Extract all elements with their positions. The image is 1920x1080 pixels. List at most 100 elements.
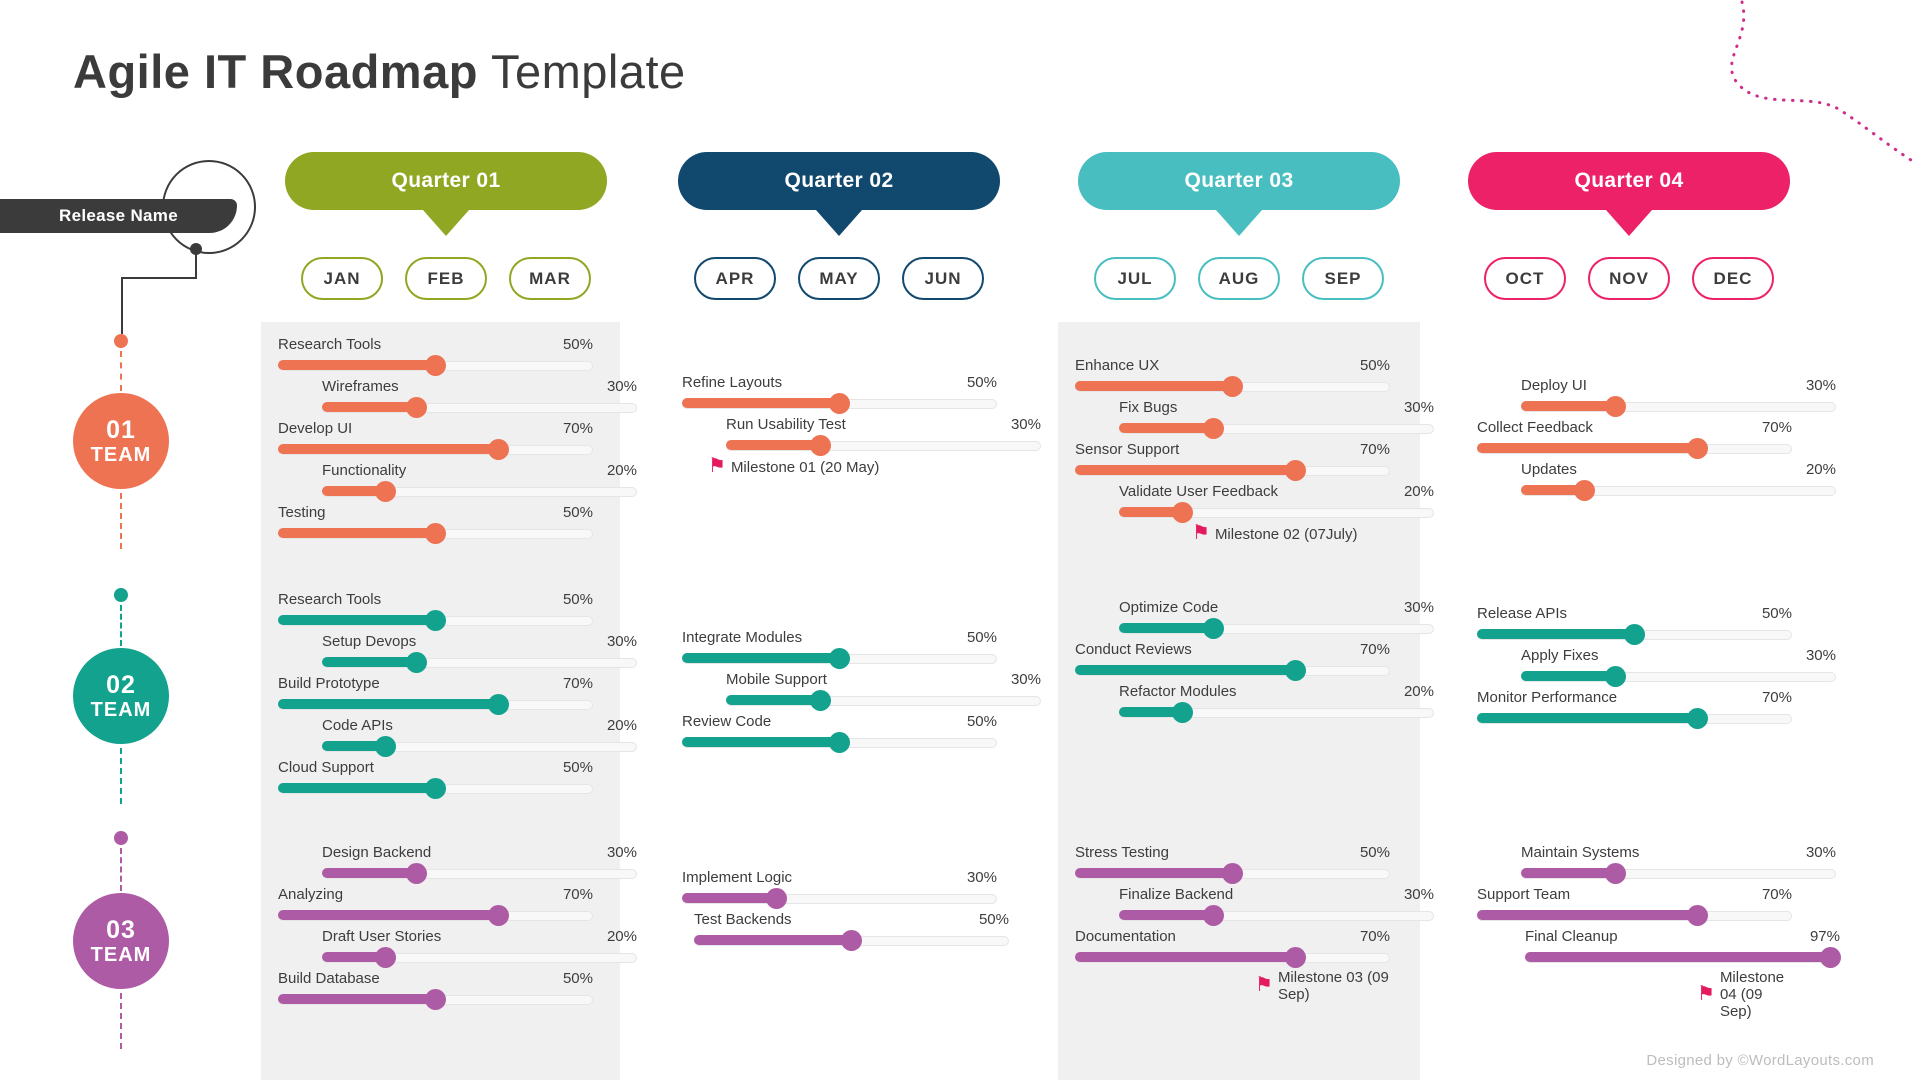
team-dashed-line <box>120 993 122 1049</box>
task-percent: 20% <box>1403 683 1434 700</box>
milestone-flag-icon: ⚑ <box>1697 982 1715 1005</box>
progress-handle-dot <box>1687 905 1708 926</box>
task-header: Maintain Systems 30% <box>1521 843 1836 863</box>
task-label: Documentation <box>1075 928 1176 945</box>
team-word: TEAM <box>90 698 152 721</box>
team-quarter-cell: Implement Logic 30% Test Backends 50% <box>682 868 1009 952</box>
progress-fill <box>278 910 499 920</box>
month-pill-jan: JAN <box>301 257 383 300</box>
progress-handle-dot <box>829 732 850 753</box>
team-circle: 03 TEAM <box>73 893 169 989</box>
task-header: Deploy UI 30% <box>1521 376 1836 396</box>
milestone-flag-icon: ⚑ <box>1255 974 1273 996</box>
month-label: JUN <box>924 268 962 288</box>
task-progress-bar <box>1119 618 1434 639</box>
task-progress-bar <box>1521 666 1836 687</box>
progress-fill <box>1075 465 1296 475</box>
month-label: JUL <box>1117 268 1153 288</box>
task-percent: 97% <box>1809 928 1840 945</box>
task-progress-bar <box>1119 418 1434 439</box>
progress-handle-dot <box>374 481 396 502</box>
task-percent: 30% <box>966 869 997 886</box>
task-header: Build Prototype 70% <box>278 674 593 694</box>
task-percent: 30% <box>1010 671 1041 688</box>
milestone: ⚑ Milestone 02 (07July) <box>1192 523 1390 544</box>
task-row: Collect Feedback 70% <box>1477 418 1792 459</box>
task-percent: 20% <box>1403 483 1434 500</box>
milestone-flag-icon: ⚑ <box>708 455 726 477</box>
progress-fill <box>322 868 417 878</box>
task-header: Apply Fixes 30% <box>1521 646 1836 666</box>
task-header: Release APIs 50% <box>1477 604 1792 624</box>
team-word: TEAM <box>90 443 152 466</box>
month-label: AUG <box>1218 268 1260 288</box>
task-progress-bar <box>1075 660 1390 681</box>
progress-handle-dot <box>1222 863 1243 884</box>
task-label: Collect Feedback <box>1477 419 1593 436</box>
task-label: Sensor Support <box>1075 441 1180 458</box>
task-row: Cloud Support 50% <box>278 758 593 799</box>
progress-handle-dot <box>425 523 446 544</box>
task-progress-bar <box>726 435 1041 456</box>
task-header: Fix Bugs 30% <box>1119 398 1434 418</box>
milestone-label: Milestone 02 (07July) <box>1214 525 1358 543</box>
task-header: Refine Layouts 50% <box>682 373 997 393</box>
task-percent: 30% <box>1403 399 1434 416</box>
task-percent: 50% <box>1359 357 1390 374</box>
task-label: Cloud Support <box>278 759 374 776</box>
progress-fill <box>1119 910 1214 920</box>
task-header: Mobile Support 30% <box>726 670 1041 690</box>
task-row: Design Backend 30% <box>322 843 637 884</box>
task-row: Build Prototype 70% <box>278 674 593 715</box>
quarter-label: Quarter 04 <box>1574 169 1684 192</box>
task-header: Draft User Stories 20% <box>322 927 637 947</box>
task-header: Documentation 70% <box>1075 927 1390 947</box>
month-label: FEB <box>427 268 465 288</box>
quarter-header-pointer <box>816 210 862 236</box>
title-bold: Agile IT Roadmap <box>73 45 478 98</box>
team-quarter-cell: Research Tools 50% Wireframes 30% Develop UI… <box>278 335 637 545</box>
task-header: Research Tools 50% <box>278 590 593 610</box>
task-label: Analyzing <box>278 886 344 903</box>
task-row: Optimize Code 30% <box>1119 598 1434 639</box>
task-progress-bar <box>726 690 1041 711</box>
task-row: Run Usability Test 30% <box>726 415 1041 456</box>
task-percent: 70% <box>1761 689 1792 706</box>
progress-handle-dot <box>374 736 396 757</box>
progress-handle-dot <box>425 989 446 1010</box>
task-row: Build Database 50% <box>278 969 593 1010</box>
task-percent: 70% <box>562 420 593 437</box>
progress-fill <box>1477 629 1635 639</box>
progress-fill <box>682 653 840 663</box>
task-percent: 50% <box>966 629 997 646</box>
task-progress-bar <box>1525 947 1842 968</box>
month-row: JAN FEB MAR <box>285 257 607 300</box>
task-header: Sensor Support 70% <box>1075 440 1390 460</box>
task-progress-bar <box>1477 624 1792 645</box>
progress-fill <box>1521 485 1584 495</box>
task-row: Conduct Reviews 70% <box>1075 640 1390 681</box>
task-progress-bar <box>322 947 637 968</box>
task-percent: 70% <box>1359 441 1390 458</box>
month-label: APR <box>715 268 755 288</box>
task-row: Enhance UX 50% <box>1075 356 1390 397</box>
progress-handle-dot <box>1203 418 1224 439</box>
task-row: Maintain Systems 30% <box>1521 843 1836 884</box>
task-row: Implement Logic 30% <box>682 868 997 909</box>
progress-fill <box>1521 671 1616 681</box>
progress-fill <box>1075 381 1233 391</box>
team-timeline-dot <box>114 588 128 602</box>
task-percent: 20% <box>606 928 637 945</box>
task-row: Research Tools 50% <box>278 590 593 631</box>
progress-handle-dot <box>1203 905 1224 926</box>
task-percent: 30% <box>1805 377 1836 394</box>
task-percent: 30% <box>1805 647 1836 664</box>
milestone: ⚑ Milestone 03 (09 Sep) <box>1255 969 1390 1003</box>
task-row: Code APIs 20% <box>322 716 637 757</box>
task-row: Refine Layouts 50% <box>682 373 997 414</box>
task-row: Analyzing 70% <box>278 885 593 926</box>
task-progress-bar <box>1521 396 1836 417</box>
task-label: Enhance UX <box>1075 357 1160 374</box>
progress-fill <box>278 994 436 1004</box>
